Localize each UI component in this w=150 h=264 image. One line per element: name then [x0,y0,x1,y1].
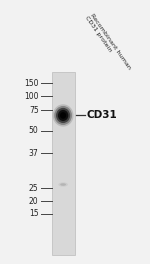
Ellipse shape [60,112,66,119]
Bar [52,72,75,256]
Ellipse shape [53,104,74,127]
Text: 100: 100 [24,92,39,101]
Ellipse shape [60,183,66,186]
Ellipse shape [58,110,68,121]
Text: 25: 25 [29,184,39,193]
Ellipse shape [54,106,72,125]
Text: 15: 15 [29,209,39,218]
Text: 150: 150 [24,79,39,88]
Text: 75: 75 [29,106,39,115]
Text: 50: 50 [29,126,39,135]
Text: 37: 37 [29,149,39,158]
Text: CD31: CD31 [87,110,118,120]
Text: 20: 20 [29,197,39,206]
Ellipse shape [58,182,68,187]
Ellipse shape [56,108,70,123]
Text: Recombinant human
CD31 protein: Recombinant human CD31 protein [84,12,131,73]
